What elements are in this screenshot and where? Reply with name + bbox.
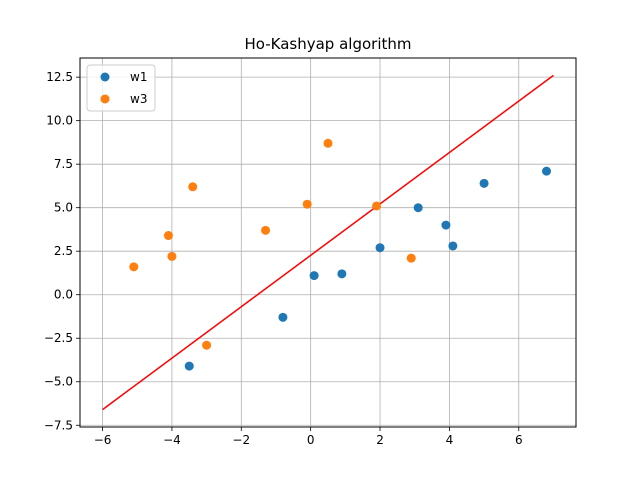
point-w3 xyxy=(261,225,271,235)
point-w3 xyxy=(129,262,139,272)
x-tick-label: −2 xyxy=(232,433,250,447)
point-w1 xyxy=(413,203,423,213)
y-tick-label: 10.0 xyxy=(46,114,73,128)
legend-label-w3: w3 xyxy=(130,92,147,106)
axis-ticks: −6 −4 −2 0 2 4 6 −7.5 −5.0 −2.5 0.0 2.5 5.0 7.5 10.0 12… xyxy=(44,70,523,447)
point-w1 xyxy=(448,241,458,251)
point-w3 xyxy=(406,253,416,263)
point-w1 xyxy=(278,312,288,322)
y-tick-label: 7.5 xyxy=(54,157,73,171)
x-tick-label: 4 xyxy=(446,433,454,447)
y-tick-label: 12.5 xyxy=(46,70,73,84)
point-w1 xyxy=(184,361,194,371)
point-w3 xyxy=(323,138,333,148)
point-w3 xyxy=(188,182,198,192)
grid xyxy=(80,58,576,427)
x-tick-label: 6 xyxy=(515,433,523,447)
y-tick-label: −7.5 xyxy=(44,418,73,432)
plot-frame xyxy=(79,57,577,428)
point-w3 xyxy=(163,231,173,241)
data-points xyxy=(129,138,552,371)
decision-line xyxy=(102,74,554,411)
y-tick-label: 0.0 xyxy=(54,288,73,302)
x-tick-label: 2 xyxy=(376,433,384,447)
legend-marker-w1 xyxy=(100,72,110,82)
y-tick-label: 5.0 xyxy=(54,201,73,215)
point-w1 xyxy=(441,220,451,230)
legend-label-w1: w1 xyxy=(130,70,147,84)
x-tick-label: 0 xyxy=(307,433,315,447)
legend: w1 w3 xyxy=(86,64,156,112)
legend-marker-w3 xyxy=(100,94,110,104)
chart-title: Ho-Kashyap algorithm xyxy=(245,35,412,53)
decision-boundary xyxy=(102,74,554,411)
point-w1 xyxy=(337,269,347,279)
point-w3 xyxy=(302,199,312,209)
point-w3 xyxy=(372,201,382,211)
y-tick-label: 2.5 xyxy=(54,244,73,258)
point-w1 xyxy=(375,243,385,253)
point-w3 xyxy=(167,251,177,261)
point-w1 xyxy=(479,178,489,188)
point-w1 xyxy=(309,271,319,281)
x-tick-label: −6 xyxy=(94,433,112,447)
y-tick-label: −5.0 xyxy=(44,375,73,389)
point-w3 xyxy=(202,340,212,350)
y-tick-label: −2.5 xyxy=(44,331,73,345)
x-tick-label: −4 xyxy=(163,433,181,447)
point-w1 xyxy=(542,166,552,176)
